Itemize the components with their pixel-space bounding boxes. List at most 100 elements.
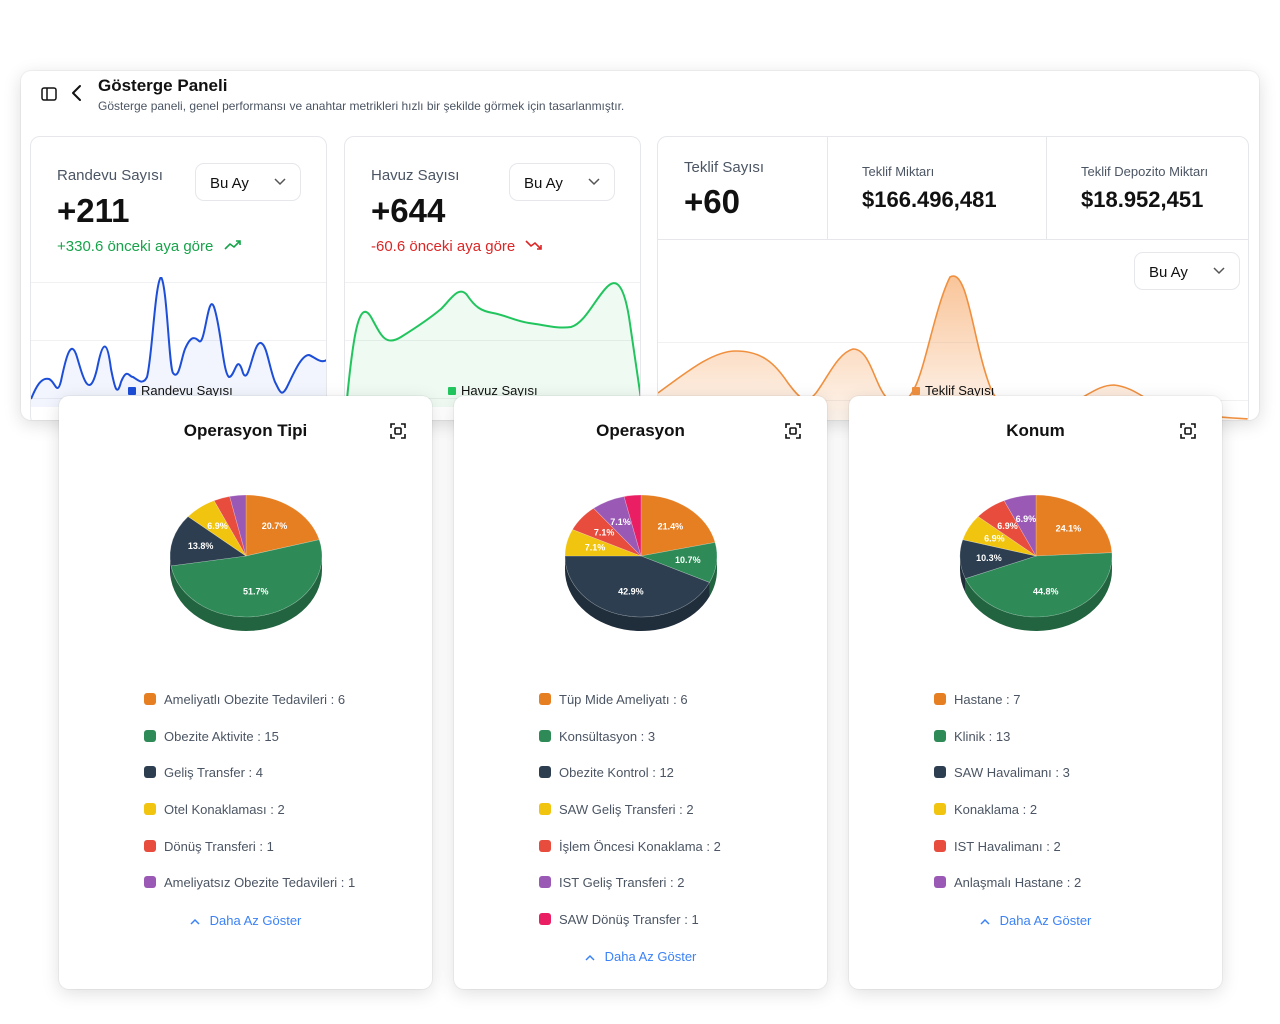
legend-item[interactable]: Otel Konaklaması : 2 [144,802,355,839]
pie-slice[interactable] [959,539,1038,579]
legend-swatch [934,729,946,742]
pie-slice[interactable] [245,494,320,557]
pie-slice-label: 6.9% [997,521,1018,531]
pie-slice-label: 13.8% [188,541,214,551]
legend-swatch [934,876,946,889]
pie-slice-label: 6.9% [207,521,228,531]
show-less-label: Daha Az Göster [604,949,697,964]
legend-item[interactable]: Dönüş Transferi : 1 [144,839,355,876]
pie-slice[interactable] [572,507,642,557]
pie-slice[interactable] [213,496,247,557]
pie-legend: Hastane : 7 Klinik : 13 SAW Havalimanı : 3… [934,692,1081,912]
offer-area-chart [658,275,1248,420]
period-select[interactable]: Bu Ay [509,163,615,201]
show-less-button[interactable]: Daha Az Göster [59,913,432,928]
pie-slice-side [709,556,717,597]
legend-item[interactable]: Anlaşmalı Hastane : 2 [934,875,1081,912]
period-select[interactable]: Bu Ay [195,163,301,201]
legend-item[interactable]: IST Havalimanı : 2 [934,839,1081,876]
legend-item[interactable]: SAW Havalimanı : 3 [934,765,1081,802]
legend-swatch [539,766,551,779]
legend-item[interactable]: Ameliyatlı Obezite Tedavileri : 6 [144,692,355,729]
legend-item[interactable]: Konaklama : 2 [934,802,1081,839]
legend-label: Klinik : 13 [954,728,1011,744]
legend-item[interactable]: IST Geliş Transferi : 2 [539,875,721,912]
pie-slice[interactable] [564,555,710,618]
page-title: Gösterge Paneli [98,76,228,95]
legend-label: Randevu Sayısı [141,383,233,398]
page-subtitle: Gösterge paneli, genel performansı ve an… [98,99,625,113]
legend-item[interactable]: Konsültasyon : 3 [539,729,721,766]
legend-item[interactable]: SAW Dönüş Transfer : 1 [539,912,721,949]
stat-change: -60.6 önceki aya göre [371,238,543,255]
pie-slice[interactable] [564,529,642,557]
offer-card: Teklif Sayısı +60 Teklif Miktarı $166.49… [657,136,1249,420]
pie-slice[interactable] [187,500,247,557]
chevron-down-icon [274,178,286,186]
legend-label: Tüp Mide Ameliyatı : 6 [559,692,688,707]
legend-swatch [539,913,551,926]
legend-item[interactable]: Klinik : 13 [934,729,1081,766]
chart-legend: Havuz Sayısı [448,383,538,398]
sidebar-toggle-icon[interactable] [41,86,57,102]
expand-icon[interactable] [389,422,407,440]
pie-slice-label: 42.9% [618,587,644,597]
period-select[interactable]: Bu Ay [1134,252,1240,290]
legend-item[interactable]: Obezite Aktivite : 15 [144,729,355,766]
legend-item[interactable]: SAW Geliş Transferi : 2 [539,802,721,839]
expand-icon[interactable] [784,422,802,440]
chevron-up-icon [585,955,595,961]
show-less-button[interactable]: Daha Az Göster [849,913,1222,928]
legend-swatch [539,839,551,852]
pie-slice[interactable] [593,496,642,557]
pie-slice[interactable] [169,516,247,567]
pie-slice-label: 24.1% [1056,524,1082,534]
stat-label: Havuz Sayısı [371,167,460,184]
pie-slice[interactable] [964,552,1113,618]
back-icon[interactable] [69,84,85,102]
legend-label: Otel Konaklaması : 2 [164,802,285,818]
legend-item[interactable]: Ameliyatsız Obezite Tedavileri : 1 [144,875,355,912]
period-select-value: Bu Ay [524,175,563,192]
expand-icon[interactable] [1179,422,1197,440]
legend-item[interactable]: İşlem Öncesi Konaklama : 2 [539,839,721,876]
legend-swatch [539,803,551,816]
legend-label: Hastane : 7 [954,692,1021,707]
pie-slice[interactable] [977,500,1037,557]
stat-change-text: +330.6 önceki aya göre [57,238,214,255]
pie-legend: Ameliyatlı Obezite Tedavileri : 6 Obezite… [144,692,355,912]
chart-legend: Teklif Sayısı [912,383,994,398]
stat-change: +330.6 önceki aya göre [57,238,242,255]
offer-deposit-cell: Teklif Depozito Miktarı $18.952,451 [1046,137,1248,240]
offer-deposit-label: Teklif Depozito Miktarı [1081,164,1209,179]
chevron-up-icon [190,919,200,925]
show-less-button[interactable]: Daha Az Göster [454,949,827,964]
pie-slice[interactable] [640,494,716,557]
legend-swatch [144,876,156,889]
legend-item[interactable]: Tüp Mide Ameliyatı : 6 [539,692,721,729]
pie-slice-side [170,556,172,580]
pie-slice[interactable] [170,539,323,618]
legend-label: Anlaşmalı Hastane : 2 [954,875,1082,891]
pie-slice[interactable] [1035,494,1113,557]
trend-up-icon [223,240,241,250]
chevron-up-icon [980,919,990,925]
legend-label: Ameliyatlı Obezite Tedavileri : 6 [164,692,346,707]
legend-swatch [934,803,946,816]
pie-slice-label: 10.3% [976,553,1002,563]
pie-slice[interactable] [639,542,718,583]
legend-item[interactable]: Obezite Kontrol : 12 [539,765,721,802]
chart-legend: Randevu Sayısı [128,383,233,398]
pie-slice[interactable] [623,494,642,557]
pie-slice[interactable] [962,516,1037,557]
legend-item[interactable]: Geliş Transfer : 4 [144,765,355,802]
legend-item[interactable]: Hastane : 7 [934,692,1081,729]
pie-slice[interactable] [1003,494,1037,558]
pie-chart: 24.1%44.8%10.3%6.9%6.9%6.9% [959,494,1113,631]
pie-slice-label: 21.4% [658,521,684,531]
offer-count-value: +60 [684,183,740,220]
legend-swatch [934,766,946,779]
pie-slice[interactable] [229,494,247,557]
pie-slice-label: 51.7% [243,587,269,597]
show-less-label: Daha Az Göster [209,913,302,928]
